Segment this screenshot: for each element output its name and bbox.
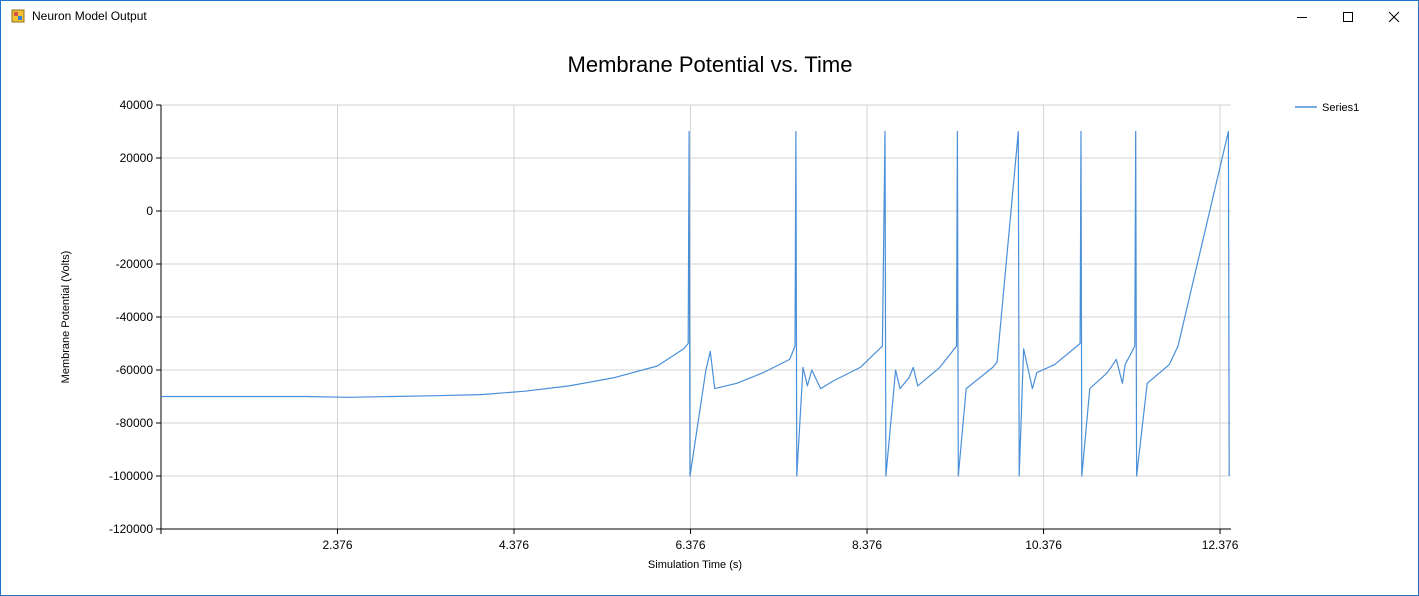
x-axis-label: Simulation Time (s) [648,559,742,571]
series-layer [161,130,1230,477]
y-tick-label: -100000 [109,469,153,483]
grid [161,104,1231,530]
y-tick-label: -120000 [109,522,153,536]
axes: 40000 20000 0 -20000 -40000 -60000 -80000 -1000… [109,98,1239,552]
close-button[interactable] [1371,1,1417,32]
y-tick-label: -80000 [116,416,154,430]
minimize-icon [1297,16,1307,18]
x-tick-label: 6.376 [676,538,706,552]
maximize-button[interactable] [1325,1,1371,32]
x-tick-label: 10.376 [1025,538,1062,552]
y-tick-label: 40000 [120,98,154,112]
y-axis-label: Membrane Potential (Volts) [60,251,72,384]
x-tick-label: 2.376 [322,538,352,552]
legend: Series1 [1295,102,1359,114]
title-bar[interactable]: Neuron Model Output [1,1,1418,32]
series-line [161,130,1230,477]
y-tick-label: -60000 [116,363,154,377]
y-tick-label: 20000 [120,151,154,165]
x-tick-label: 8.376 [852,538,882,552]
y-tick-label: 0 [146,204,153,218]
window-title: Neuron Model Output [32,9,147,23]
minimize-button[interactable] [1279,1,1325,32]
maximize-icon [1343,11,1353,22]
close-icon [1388,11,1400,22]
app-icon [11,9,25,23]
chart-area: Membrane Potential vs. Time 40000 20000 0 -… [60,52,1359,571]
x-tick-label: 12.376 [1202,538,1239,552]
legend-label: Series1 [1322,102,1359,114]
y-tick-label: -40000 [116,310,154,324]
y-tick-label: -20000 [116,257,154,271]
x-tick-label: 4.376 [499,538,529,552]
chart-title: Membrane Potential vs. Time [568,52,853,77]
